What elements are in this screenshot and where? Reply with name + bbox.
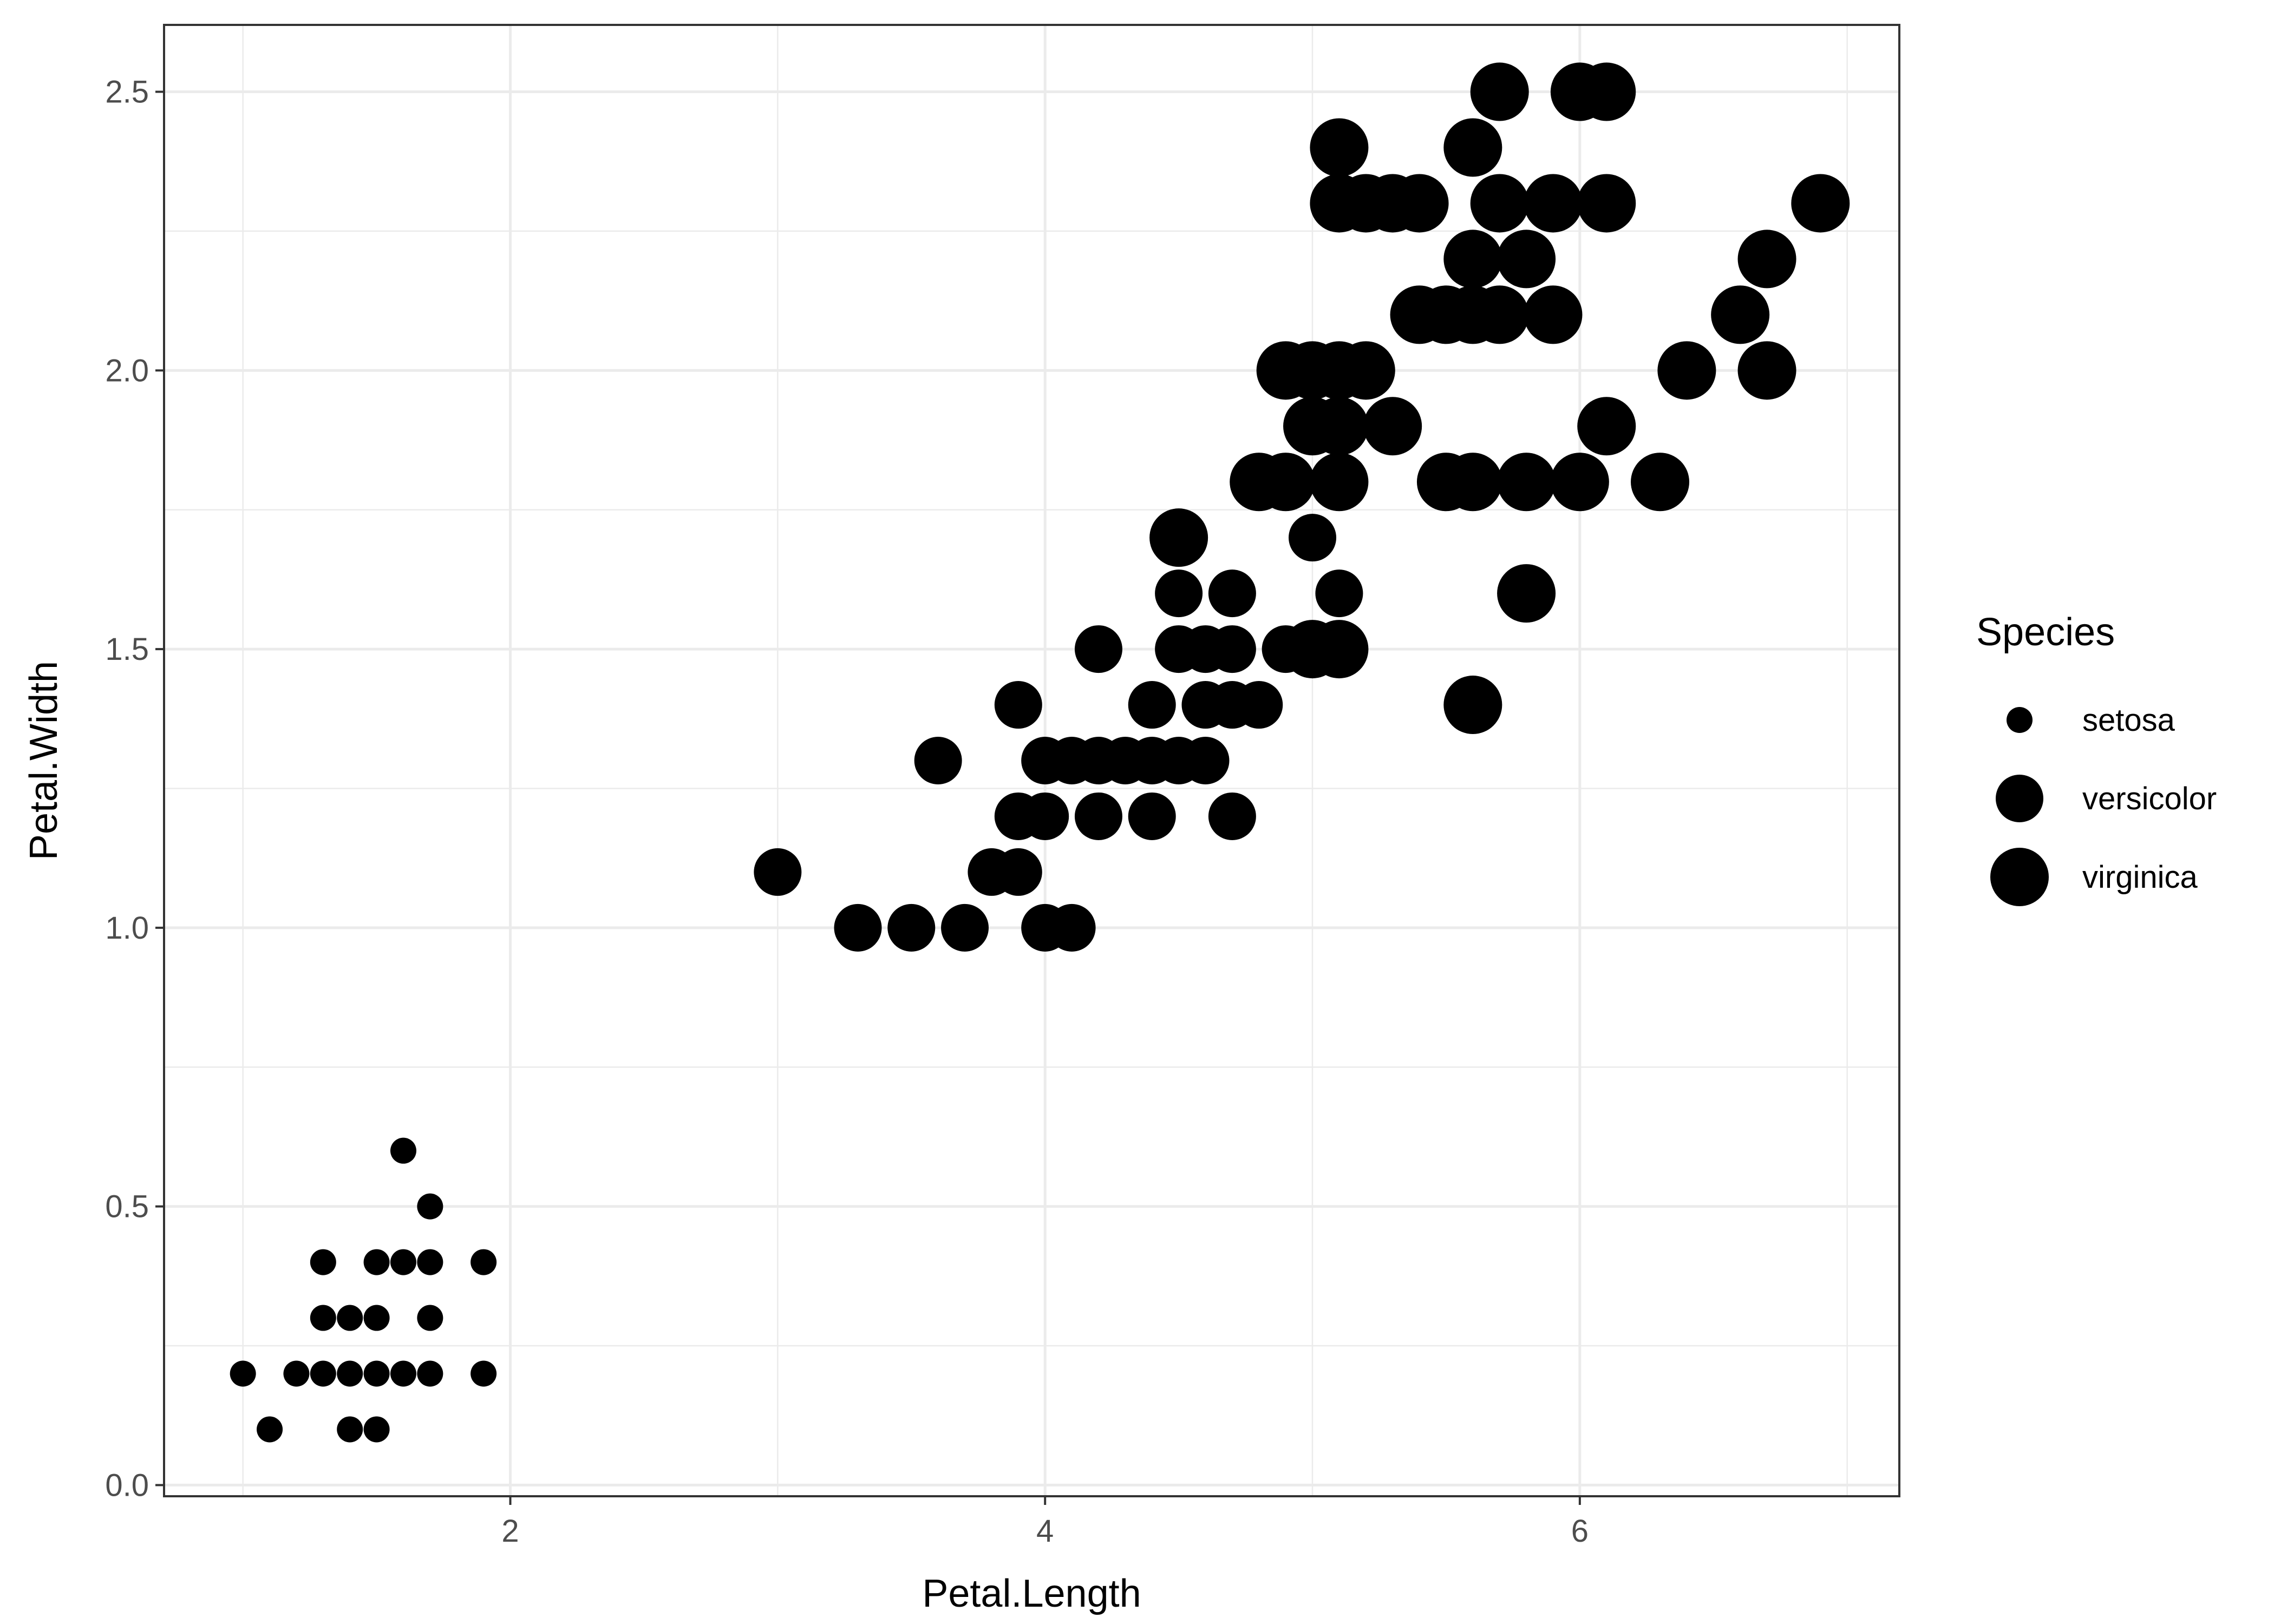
- x-tick-label: 6: [1571, 1514, 1589, 1549]
- axis-tick-labels: 2 4 6 0.0 0.5 1.0 1.5 2.0 2.5: [105, 75, 1589, 1549]
- data-point-setosa: [471, 1360, 497, 1387]
- data-point-virginica: [1577, 397, 1636, 456]
- data-point-virginica: [1443, 453, 1502, 512]
- data-point-virginica: [1577, 62, 1636, 121]
- data-point-setosa: [337, 1360, 363, 1387]
- x-axis-title: Petal.Length: [922, 1572, 1141, 1615]
- data-point-versicolor: [1315, 569, 1363, 618]
- data-point-versicolor: [754, 848, 802, 896]
- data-point-setosa: [337, 1416, 363, 1443]
- data-point-setosa: [363, 1249, 390, 1275]
- data-point-setosa: [417, 1360, 443, 1387]
- data-point-virginica: [1631, 453, 1690, 512]
- data-point-versicolor: [887, 903, 936, 952]
- data-point-virginica: [1711, 285, 1770, 344]
- data-point-virginica: [1550, 453, 1609, 512]
- data-point-virginica: [1443, 676, 1502, 735]
- data-point-virginica: [1390, 174, 1449, 233]
- data-point-virginica: [1497, 453, 1556, 512]
- legend-label-versicolor: versicolor: [2082, 781, 2217, 816]
- data-point-virginica: [1524, 285, 1583, 344]
- data-point-versicolor: [994, 681, 1042, 729]
- data-point-setosa: [283, 1360, 310, 1387]
- data-point-virginica: [1470, 62, 1529, 121]
- data-point-setosa: [310, 1249, 336, 1275]
- data-point-setosa: [363, 1416, 390, 1443]
- data-point-setosa: [390, 1249, 416, 1275]
- y-tick-label: 0.5: [105, 1189, 149, 1224]
- data-point-setosa: [230, 1360, 256, 1387]
- data-point-setosa: [417, 1193, 443, 1220]
- data-point-virginica: [1470, 285, 1529, 344]
- x-tick-label: 4: [1036, 1514, 1054, 1549]
- legend-key-virginica: [1990, 848, 2049, 906]
- data-point-setosa: [310, 1305, 336, 1331]
- data-point-setosa: [363, 1360, 390, 1387]
- data-point-virginica: [1497, 564, 1556, 623]
- y-tick-label: 2.0: [105, 353, 149, 388]
- data-point-versicolor: [1021, 792, 1069, 840]
- y-tick-label: 1.0: [105, 911, 149, 946]
- data-point-versicolor: [941, 903, 989, 952]
- data-point-virginica: [1363, 397, 1422, 456]
- data-point-virginica: [1310, 397, 1369, 456]
- y-tick-label: 2.5: [105, 75, 149, 110]
- data-point-versicolor: [1155, 569, 1203, 618]
- legend-label-virginica: virginica: [2082, 860, 2198, 895]
- data-point-versicolor: [1128, 681, 1176, 729]
- data-point-virginica: [1443, 230, 1502, 289]
- data-point-virginica: [1256, 453, 1315, 512]
- data-point-setosa: [471, 1249, 497, 1275]
- data-point-versicolor: [994, 848, 1042, 896]
- y-tick-label: 0.0: [105, 1468, 149, 1503]
- data-point-versicolor: [1128, 792, 1176, 840]
- data-point-virginica: [1737, 230, 1796, 289]
- data-point-virginica: [1524, 174, 1583, 233]
- data-point-virginica: [1657, 341, 1716, 400]
- data-point-setosa: [390, 1360, 416, 1387]
- data-point-versicolor: [834, 903, 882, 952]
- data-point-versicolor: [1208, 569, 1256, 618]
- data-point-virginica: [1470, 174, 1529, 233]
- data-point-virginica: [1310, 620, 1369, 679]
- data-point-virginica: [1577, 174, 1636, 233]
- data-point-virginica: [1791, 174, 1850, 233]
- data-point-virginica: [1497, 230, 1556, 289]
- data-point-versicolor: [1181, 737, 1230, 784]
- legend: Species setosa versicolor virginica: [1976, 611, 2217, 906]
- x-tick-label: 2: [501, 1514, 519, 1549]
- data-point-setosa: [363, 1305, 390, 1331]
- data-point-versicolor: [1289, 514, 1337, 562]
- data-point-setosa: [310, 1360, 336, 1387]
- legend-title: Species: [1976, 611, 2115, 654]
- data-point-setosa: [390, 1137, 416, 1164]
- y-axis-title: Petal.Width: [22, 661, 66, 860]
- data-point-setosa: [417, 1249, 443, 1275]
- data-point-virginica: [1336, 341, 1395, 400]
- data-points: [230, 62, 1850, 1443]
- data-point-virginica: [1149, 508, 1208, 567]
- data-point-virginica: [1310, 453, 1369, 512]
- legend-key-setosa: [2007, 707, 2033, 733]
- legend-label-setosa: setosa: [2082, 703, 2175, 738]
- legend-entries: setosa versicolor virginica: [1990, 703, 2217, 906]
- data-point-versicolor: [914, 737, 962, 784]
- legend-key-versicolor: [1996, 775, 2043, 822]
- data-point-versicolor: [1048, 903, 1096, 952]
- data-point-versicolor: [1208, 625, 1256, 673]
- panel-border: [163, 24, 1900, 1497]
- data-point-virginica: [1737, 341, 1796, 400]
- y-tick-label: 1.5: [105, 632, 149, 667]
- axis-ticks: [155, 90, 1581, 1505]
- data-point-virginica: [1310, 118, 1369, 177]
- data-point-versicolor: [1074, 625, 1122, 673]
- data-point-setosa: [257, 1416, 283, 1443]
- data-point-versicolor: [1074, 792, 1122, 840]
- data-point-setosa: [337, 1305, 363, 1331]
- data-point-setosa: [417, 1305, 443, 1331]
- data-point-virginica: [1443, 118, 1502, 177]
- data-point-versicolor: [1208, 792, 1256, 840]
- data-point-versicolor: [1235, 681, 1283, 729]
